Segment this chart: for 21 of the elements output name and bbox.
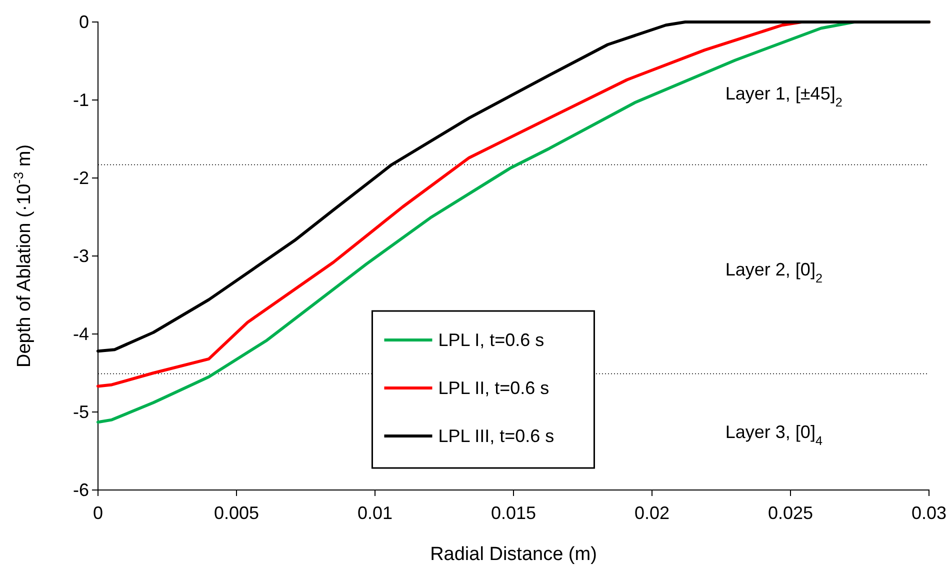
legend-label: LPL I, t=0.6 s — [438, 330, 544, 350]
y-tick-label: 0 — [78, 12, 89, 32]
annotation: Layer 3, [0]$_{4}$ — [725, 422, 822, 448]
y-tick-label: -3 — [72, 246, 89, 266]
x-tick-label: 0.005 — [214, 502, 260, 523]
x-tick-label: 0 — [92, 502, 104, 523]
x-tick-label: 0.03 — [911, 502, 947, 523]
y-tick-label: -5 — [72, 402, 89, 422]
x-tick-label: 0.02 — [634, 502, 670, 523]
legend-label: LPL II, t=0.6 s — [438, 378, 550, 398]
x-tick-label: 0.025 — [768, 502, 814, 523]
y-tick-label: -6 — [72, 480, 89, 500]
annotation: Layer 2, [0]$_{2}$ — [725, 259, 822, 286]
legend-label: LPL III, t=0.6 s — [438, 426, 554, 446]
x-tick-label: 0.01 — [357, 502, 393, 523]
x-axis-title: Radial Distance (m) — [430, 544, 597, 565]
y-tick-label: -2 — [72, 168, 89, 188]
y-tick-label: -1 — [72, 90, 89, 110]
annotation: Layer 1, [±45]$_{2}$ — [725, 83, 842, 110]
y-tick-label: -4 — [72, 324, 89, 344]
x-tick-label: 0.015 — [490, 502, 536, 523]
